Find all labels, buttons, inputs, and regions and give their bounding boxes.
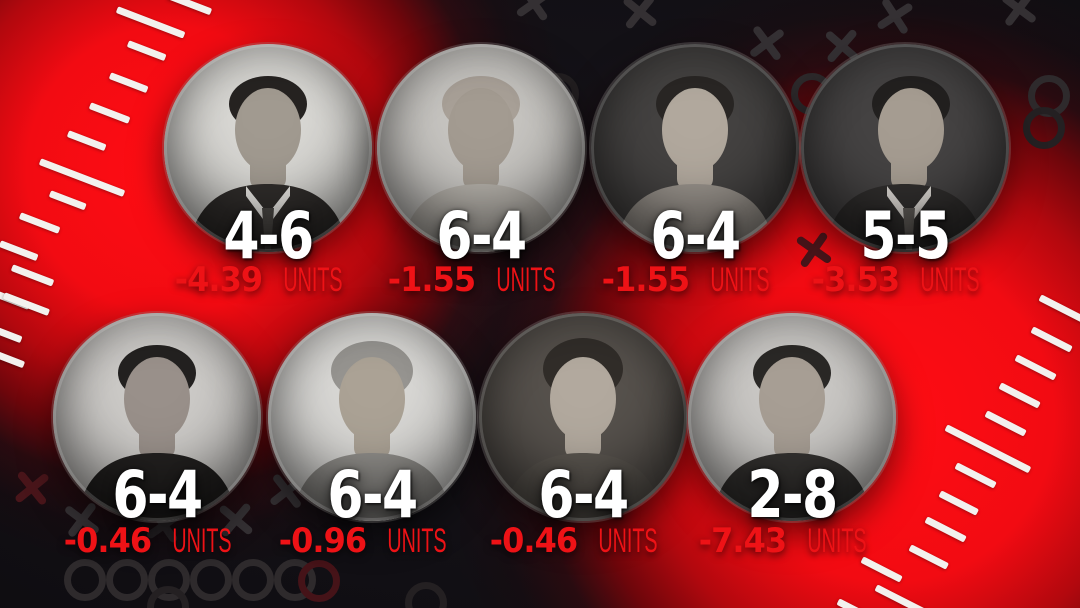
bettor-card: 2-8 -7.43 UNITS (682, 313, 902, 558)
yard-tick (998, 382, 1041, 409)
portrait-avatar (53, 313, 261, 521)
yard-tick (0, 240, 39, 262)
yard-tick (874, 584, 928, 608)
units-line: -4.39 UNITS (118, 263, 418, 297)
units-label: UNITS (283, 261, 343, 299)
yard-tick (836, 598, 881, 608)
yard-tick (115, 6, 186, 39)
win-loss-record: 6-4 (650, 199, 741, 274)
portrait-photo (377, 44, 585, 252)
units-value: -0.46 (63, 521, 152, 561)
portrait-avatar (591, 44, 799, 252)
bettor-card: 6-4 -1.55 UNITS (371, 44, 591, 297)
units-label: UNITS (710, 261, 770, 299)
o-pattern-mark (405, 582, 447, 608)
portrait-photo (688, 313, 896, 521)
yard-tick (938, 490, 980, 516)
o-pattern-mark (232, 559, 274, 601)
units-label: UNITS (598, 522, 658, 560)
portrait-avatar (377, 44, 585, 252)
units-value: -7.43 (698, 521, 787, 561)
o-pattern-mark (147, 586, 189, 608)
units-line: -0.46 UNITS (433, 524, 733, 558)
x-pattern-mark (999, 0, 1037, 28)
units-line: -0.96 UNITS (222, 524, 522, 558)
x-pattern-mark (620, 0, 657, 31)
yard-tick (1030, 326, 1073, 353)
yard-tick (18, 212, 61, 234)
portrait-avatar (164, 44, 372, 252)
yard-tick (1014, 354, 1057, 381)
portrait-avatar (268, 313, 476, 521)
units-line: -1.55 UNITS (545, 263, 845, 297)
portrait-photo (591, 44, 799, 252)
bettor-card: 6-4 -0.46 UNITS (47, 313, 267, 558)
x-pattern-mark (12, 469, 49, 506)
units-label: UNITS (920, 261, 980, 299)
o-pattern-mark (190, 559, 232, 601)
win-loss-record: 5-5 (860, 199, 951, 274)
yard-tick (1038, 294, 1080, 324)
win-loss-record: 2-8 (747, 458, 838, 533)
portrait-photo (164, 44, 372, 252)
o-pattern-mark (298, 560, 340, 602)
units-label: UNITS (496, 261, 556, 299)
yard-tick (66, 130, 107, 152)
portrait-photo (268, 313, 476, 521)
o-pattern-mark (64, 559, 106, 601)
units-value: -0.96 (278, 521, 367, 561)
yard-tick (88, 102, 131, 124)
units-line: -7.43 UNITS (642, 524, 942, 558)
yard-tick (108, 72, 149, 94)
bettor-card: 4-6 -4.39 UNITS (158, 44, 378, 297)
win-loss-record: 6-4 (436, 199, 527, 274)
units-label: UNITS (807, 522, 867, 560)
portrait-avatar (688, 313, 896, 521)
yard-tick (48, 190, 87, 211)
units-line: -3.53 UNITS (755, 263, 1055, 297)
units-label: UNITS (387, 522, 447, 560)
units-value: -1.55 (387, 260, 476, 300)
units-value: -0.46 (489, 521, 578, 561)
units-value: -1.55 (601, 260, 690, 300)
yard-tick (954, 462, 997, 489)
yard-tick (10, 264, 55, 287)
portrait-avatar (479, 313, 687, 521)
win-loss-record: 6-4 (327, 458, 418, 533)
portrait-photo (479, 313, 687, 521)
o-pattern-mark (1023, 107, 1065, 149)
yard-tick (860, 556, 903, 583)
portrait-photo (801, 44, 1009, 252)
yard-tick (2, 292, 51, 316)
bettor-card: 5-5 -3.53 UNITS (795, 44, 1015, 297)
win-loss-record: 6-4 (538, 458, 629, 533)
yard-tick (166, 0, 213, 16)
bettor-card: 6-4 -1.55 UNITS (585, 44, 805, 297)
units-value: -4.39 (174, 260, 263, 300)
bettor-card: 6-4 -0.46 UNITS (473, 313, 693, 558)
win-loss-record: 6-4 (112, 458, 203, 533)
yard-tick (0, 322, 23, 344)
x-pattern-mark (874, 0, 914, 36)
yard-tick (0, 350, 26, 369)
units-value: -3.53 (811, 260, 900, 300)
yard-tick (984, 410, 1027, 437)
portrait-avatar (801, 44, 1009, 252)
units-label: UNITS (172, 522, 232, 560)
units-line: -1.55 UNITS (331, 263, 631, 297)
units-line: -0.46 UNITS (7, 524, 307, 558)
bettor-card: 6-4 -0.96 UNITS (262, 313, 482, 558)
portrait-photo (53, 313, 261, 521)
x-pattern-mark (513, 0, 552, 23)
o-pattern-mark (106, 559, 148, 601)
win-loss-record: 4-6 (223, 199, 314, 274)
